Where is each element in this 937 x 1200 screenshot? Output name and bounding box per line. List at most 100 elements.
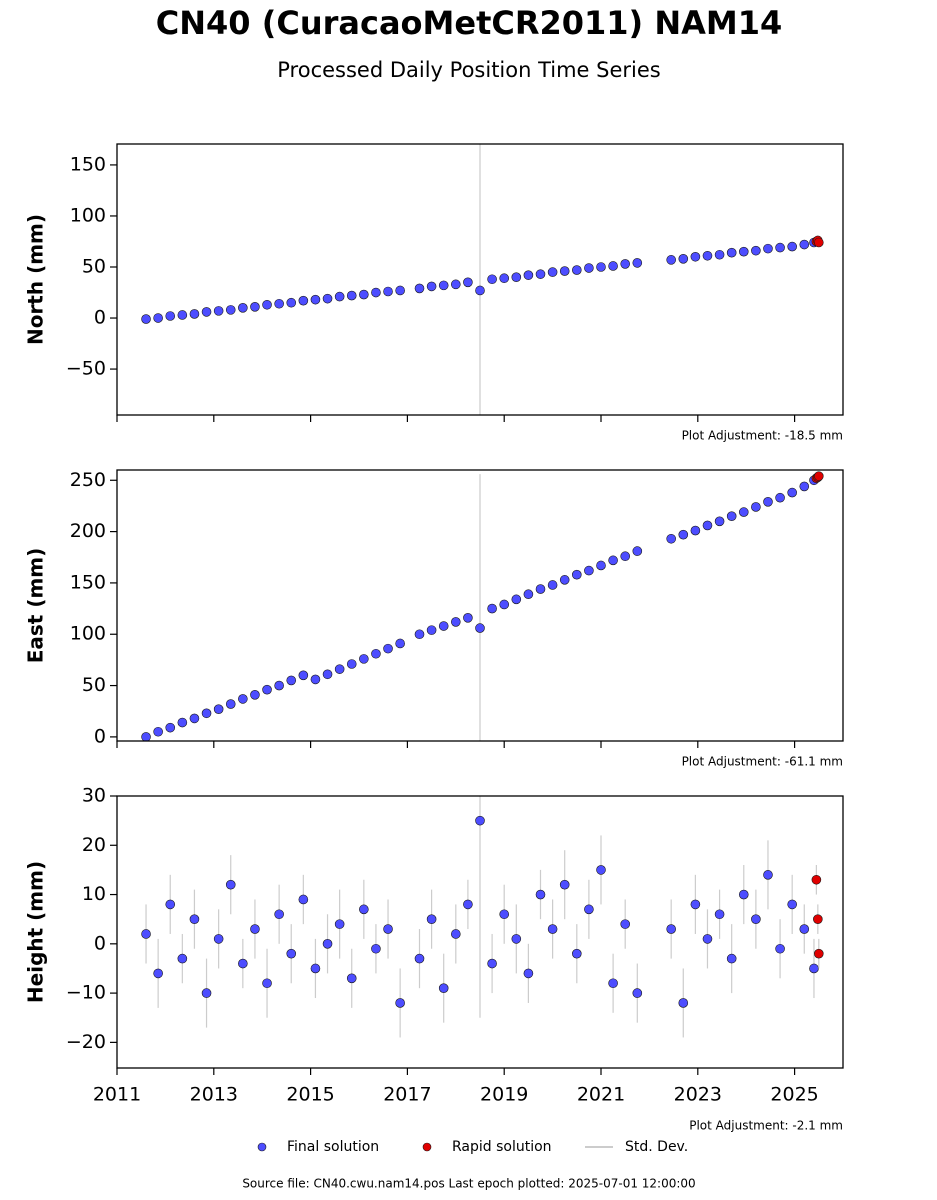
data-point [286,948,297,959]
data-point [346,659,357,669]
data-point [738,507,749,517]
data-point [414,953,425,964]
data-point [666,255,676,265]
y-tick-label: 150 [70,153,106,175]
data-point [702,520,713,531]
data-point [620,259,631,269]
data-point [153,726,163,737]
plot-adjustment: Plot Adjustment: -61.1 mm [682,755,843,769]
data-point [213,704,224,714]
data-point [584,565,594,576]
data-point [383,643,393,654]
data-point [571,265,582,275]
data-point [463,613,473,623]
data-point [702,934,713,944]
data-point [322,293,333,304]
x-tick-label: 2023 [674,1084,722,1106]
data-point [751,914,761,924]
data-point [787,899,797,910]
data-point [286,675,297,686]
x-tick-label: 2017 [383,1084,431,1106]
data-point [584,263,594,273]
data-point [298,894,309,905]
data-point [250,690,260,700]
data-point [535,889,546,900]
y-axis-label: North (mm) [24,214,48,345]
data-point [262,684,272,695]
y-tick-label: 150 [70,571,106,593]
data-point [213,306,224,316]
data-point [813,471,824,481]
data-point [201,988,212,998]
y-tick-label: 50 [82,255,106,277]
y-tick-label: 250 [70,469,106,491]
data-point [177,717,188,728]
plot-area [141,144,824,415]
x-tick-label: 2019 [480,1084,528,1106]
data-point [620,551,631,562]
data-point [799,924,810,934]
data-point [666,533,676,544]
data-point [608,978,618,989]
data-point [141,732,151,741]
data-point [371,648,381,659]
data-point [438,621,449,631]
data-point [499,599,510,610]
data-point [726,511,737,521]
data-point [213,934,224,944]
data-point [426,281,437,292]
x-tick-label: 2015 [286,1084,334,1106]
data-point [395,285,405,296]
plot-frame [116,469,844,742]
y-tick-label: 0 [94,307,106,329]
data-point [726,953,737,964]
data-point [438,983,449,993]
data-point [298,295,309,306]
data-point [371,943,381,954]
data-point [359,289,369,300]
data-point [189,309,200,319]
data-point [763,243,773,254]
data-point [262,299,272,310]
data-point [250,302,260,312]
y-tick-label: −10 [66,982,106,1004]
data-point [632,258,643,268]
data-point [426,914,437,924]
y-tick-label: 30 [82,785,106,807]
plot-frame [116,795,844,1069]
data-point [787,487,797,498]
data-point [714,909,725,920]
data-point [201,708,212,719]
data-point [238,303,248,313]
data-point [678,998,689,1008]
data-point [463,899,473,910]
data-point [799,481,810,492]
data-point [596,262,606,272]
data-point [153,313,163,323]
data-point [359,654,369,664]
data-point [571,948,582,959]
data-point [809,963,819,974]
data-point [322,669,333,680]
data-point [499,909,510,920]
data-point [632,546,643,556]
plot-adjustment: Plot Adjustment: -18.5 mm [682,429,843,443]
data-point [535,584,546,594]
y-tick-label: −50 [66,358,106,380]
data-point [262,978,272,989]
data-point [511,594,522,605]
data-point [475,815,485,826]
data-point [547,267,558,277]
data-point [799,239,810,250]
data-point [499,273,510,284]
data-point [414,629,425,640]
legend-marker [257,1142,267,1152]
y-tick-label: 100 [70,623,106,645]
data-point [250,924,260,934]
legend-label: Std. Dev. [625,1139,688,1155]
data-point [286,297,297,308]
data-point [620,919,631,929]
data-point [274,680,284,691]
y-tick-label: 10 [82,883,106,905]
data-point [547,580,558,590]
